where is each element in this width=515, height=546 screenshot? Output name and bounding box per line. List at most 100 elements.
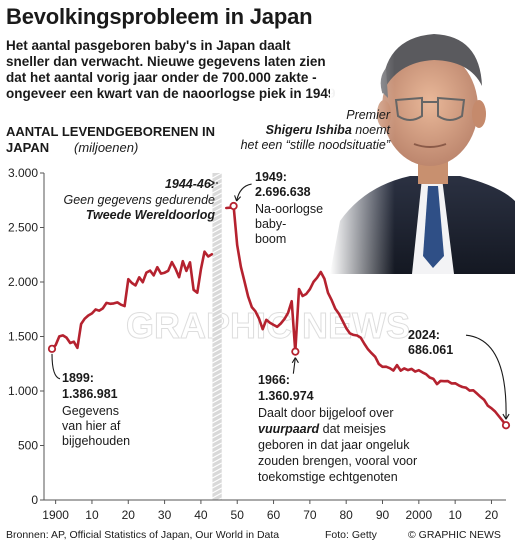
x-tick-label: 80 — [340, 508, 354, 522]
sources: Bronnen: AP, Official Statistics of Japa… — [6, 529, 280, 541]
no-data-hatch — [212, 417, 222, 424]
x-tick-label: 30 — [158, 508, 172, 522]
x-tick-labels: 1900 10 20 30 40 50 60 70 80 90 2000 10 20 — [42, 500, 498, 522]
x-tick-label: 1900 — [42, 508, 69, 522]
series-line-segment-2 — [225, 204, 508, 427]
premier-line2a: noemt — [351, 123, 390, 137]
no-data-hatch — [212, 352, 222, 359]
no-data-hatch — [212, 302, 222, 309]
x-tick-label: 90 — [376, 508, 390, 522]
no-data-hatch — [212, 487, 222, 494]
arrowhead-war — [209, 179, 215, 187]
arrowhead-1949 — [234, 195, 242, 202]
no-data-hatch — [212, 407, 222, 414]
axis-title: AANTAL LEVENDGEBORENEN IN JAPAN (miljoen… — [6, 124, 216, 156]
no-data-hatch — [212, 212, 222, 219]
a1966-line2: vuurpaard dat meisjes — [258, 422, 386, 436]
no-data-hatch — [212, 322, 222, 329]
no-data-hatch — [212, 447, 222, 454]
no-data-hatch — [212, 437, 222, 444]
no-data-hatch — [212, 377, 222, 384]
axis-title-main: AANTAL LEVENDGEBORENEN IN JAPAN — [6, 124, 215, 155]
premier-name: Shigeru Ishiba — [265, 123, 352, 137]
a1899-value: 1.386.981 — [62, 387, 118, 401]
a1899-line1: Gegevens — [62, 404, 119, 418]
x-tick-label: 10 — [448, 508, 462, 522]
a1966-label: 1966: — [258, 373, 290, 387]
no-data-band — [212, 172, 222, 504]
no-data-hatch — [212, 187, 222, 194]
a1966-line2a: vuurpaard — [258, 422, 319, 436]
a1966-line1: Daalt door bijgeloof over — [258, 406, 394, 420]
a1966-line3: geboren in dat jaar ongeluk — [258, 438, 410, 452]
no-data-hatch — [212, 202, 222, 209]
a1899-label: 1899: — [62, 371, 94, 385]
y-tick-label: 2.500 — [8, 221, 38, 235]
no-data-hatch — [212, 442, 222, 449]
no-data-hatch — [212, 347, 222, 354]
no-data-hatch — [212, 232, 222, 239]
no-data-hatch — [212, 317, 222, 324]
x-tick-label: 2000 — [405, 508, 432, 522]
leader-1899 — [51, 353, 61, 380]
no-data-hatch — [212, 372, 222, 379]
no-data-hatch — [212, 482, 222, 489]
series-line-segment-1 — [50, 250, 214, 351]
a1949-line2: baby- — [255, 217, 286, 231]
no-data-hatch — [212, 457, 222, 464]
page-subtitle: Het aantal pasgeboren baby's in Japan da… — [6, 38, 336, 101]
y-tick-label: 1.000 — [8, 384, 38, 398]
a1966-line2b: dat meisjes — [319, 422, 386, 436]
no-data-hatch — [212, 432, 222, 439]
no-data-hatch — [212, 462, 222, 469]
leader-1966 — [292, 357, 296, 374]
no-data-hatch — [212, 357, 222, 364]
no-data-hatch — [212, 292, 222, 299]
no-data-hatch — [212, 492, 222, 499]
no-data-hatch — [212, 252, 222, 259]
a1966-value: 1.360.974 — [258, 389, 314, 403]
no-data-hatch — [212, 397, 222, 404]
y-tick-labels: 0 500 1.000 1.500 2.000 2.500 3.000 — [8, 166, 44, 507]
annotation-2024: 2024: 686.061 — [408, 328, 453, 357]
no-data-hatch — [212, 272, 222, 279]
war-years: 1944-46: — [165, 177, 215, 191]
marker-1899 — [47, 344, 57, 353]
no-data-hatch — [212, 467, 222, 474]
annotation-leaders — [51, 179, 510, 420]
no-data-hatch — [212, 197, 222, 204]
no-data-hatch — [212, 412, 222, 419]
premier-line2b: het een “stille noodsituatie” — [240, 138, 390, 152]
no-data-hatch — [212, 242, 222, 249]
no-data-hatch — [212, 182, 222, 189]
no-data-hatch — [212, 337, 222, 344]
x-tick-label: 50 — [231, 508, 245, 522]
no-data-hatch — [212, 172, 222, 179]
no-data-hatch — [212, 362, 222, 369]
no-data-hatch — [212, 367, 222, 374]
arrowhead-1966 — [291, 357, 299, 364]
no-data-hatch — [212, 327, 222, 334]
war-line2: Tweede Wereldoorlog — [86, 208, 216, 222]
annotation-markers — [47, 201, 511, 430]
watermark: GRAPHIC NEWS — [126, 305, 410, 346]
no-data-hatch — [212, 287, 222, 294]
no-data-hatch — [212, 342, 222, 349]
no-data-hatch — [212, 307, 222, 314]
no-data-hatch — [212, 452, 222, 459]
no-data-hatch — [212, 222, 222, 229]
series-lines — [50, 204, 508, 427]
no-data-hatch — [212, 422, 222, 429]
no-data-hatch — [212, 382, 222, 389]
a1949-value: 2.696.638 — [255, 185, 311, 199]
x-tick-label: 20 — [485, 508, 499, 522]
marker-1949 — [229, 201, 238, 211]
a1949-line1: Na-oorlogse — [255, 202, 323, 216]
portrait-photo-icon — [330, 16, 515, 274]
no-data-hatch — [212, 257, 222, 264]
brand-credit: © GRAPHIC NEWS — [408, 529, 501, 541]
no-data-hatch — [212, 227, 222, 234]
war-line1: Geen gegevens gedurende — [63, 193, 215, 207]
no-data-hatch — [212, 472, 222, 479]
